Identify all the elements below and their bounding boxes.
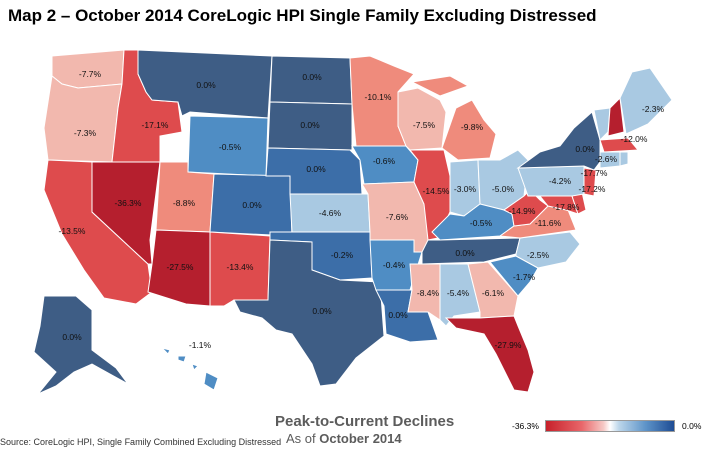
state-or[interactable] xyxy=(43,75,123,163)
state-label-id: -17.1% xyxy=(142,120,169,130)
state-label-ar: -0.4% xyxy=(383,260,406,270)
state-label-me: -2.3% xyxy=(642,104,665,114)
state-mi[interactable] xyxy=(410,75,497,161)
state-label-il: -14.5% xyxy=(423,186,450,196)
state-hi[interactable] xyxy=(160,347,219,391)
legend-color-scale xyxy=(545,420,675,432)
state-label-az: -27.5% xyxy=(167,262,194,272)
state-label-ak: 0.0% xyxy=(62,332,82,342)
state-label-va: -11.6% xyxy=(535,218,562,228)
state-label-or: -7.3% xyxy=(74,128,97,138)
state-wi[interactable] xyxy=(397,87,447,151)
state-label-tx: 0.0% xyxy=(312,306,332,316)
state-label-sd: 0.0% xyxy=(300,120,320,130)
state-label-pa: -4.2% xyxy=(549,176,572,186)
state-label-tn: 0.0% xyxy=(455,248,475,258)
state-label-ks: -4.6% xyxy=(319,208,342,218)
state-label-co: 0.0% xyxy=(242,200,262,210)
state-label-mi: -9.8% xyxy=(461,122,484,132)
state-label-nv: -36.3% xyxy=(115,198,142,208)
state-label-ma: -12.0% xyxy=(621,134,648,144)
state-label-oh: -5.0% xyxy=(492,184,515,194)
state-label-nd: 0.0% xyxy=(302,72,322,82)
state-label-wy: -0.5% xyxy=(219,142,242,152)
state-tx[interactable] xyxy=(233,239,385,387)
legend-max-label: 0.0% xyxy=(682,421,702,431)
state-label-ky: -0.5% xyxy=(470,218,493,228)
state-mt[interactable] xyxy=(137,49,273,119)
state-label-mn: -10.1% xyxy=(365,92,392,102)
state-label-mo: -7.6% xyxy=(386,212,409,222)
state-label-ga: -6.1% xyxy=(482,288,505,298)
legend-subtitle-date: October 2014 xyxy=(319,431,402,446)
state-label-wi: -7.5% xyxy=(413,120,436,130)
source-note: Source: CoreLogic HPI, Single Family Com… xyxy=(0,437,282,447)
state-label-in: -3.0% xyxy=(454,184,477,194)
state-label-sc: -1.7% xyxy=(513,272,536,282)
state-label-de: -17.2% xyxy=(579,184,606,194)
state-label-fl: -27.9% xyxy=(495,340,522,350)
state-label-ok: -0.2% xyxy=(331,250,354,260)
state-label-ut: -8.8% xyxy=(173,198,196,208)
state-sc[interactable] xyxy=(489,255,539,297)
state-fl[interactable] xyxy=(444,315,535,393)
legend-title: Peak-to-Current Declines xyxy=(275,413,455,430)
state-label-al: -5.4% xyxy=(447,288,470,298)
state-label-nc: -2.5% xyxy=(527,250,550,260)
state-label-nm: -13.4% xyxy=(227,262,254,272)
state-label-ia: -0.6% xyxy=(373,156,396,166)
state-label-ne: 0.0% xyxy=(306,164,326,174)
state-il[interactable] xyxy=(408,149,451,241)
state-label-wv: -14.9% xyxy=(509,206,536,216)
map-title: Map 2 – October 2014 CoreLogic HPI Singl… xyxy=(8,6,597,25)
state-label-mt: 0.0% xyxy=(196,80,216,90)
state-ny[interactable] xyxy=(516,111,601,171)
state-sd[interactable] xyxy=(267,101,353,151)
legend-subtitle-prefix: As of xyxy=(286,431,320,446)
state-label-hi: -1.1% xyxy=(189,340,212,350)
state-me[interactable] xyxy=(619,67,673,135)
state-label-ny: 0.0% xyxy=(575,144,595,154)
state-label-la: 0.0% xyxy=(388,310,408,320)
legend-subtitle: As of October 2014 xyxy=(286,431,402,446)
state-label-md: -17.8% xyxy=(553,202,580,212)
state-ak[interactable] xyxy=(33,295,129,395)
state-label-ca: -13.5% xyxy=(59,226,86,236)
state-ri[interactable] xyxy=(619,151,629,167)
state-label-wa: -7.7% xyxy=(79,69,102,79)
state-ma[interactable] xyxy=(599,137,640,153)
state-nh[interactable] xyxy=(607,96,625,137)
state-label-nj: -17.7% xyxy=(581,168,608,178)
state-label-ct: -2.6% xyxy=(595,154,618,164)
legend-min-label: -36.3% xyxy=(512,421,539,431)
state-label-ms: -8.4% xyxy=(417,288,440,298)
